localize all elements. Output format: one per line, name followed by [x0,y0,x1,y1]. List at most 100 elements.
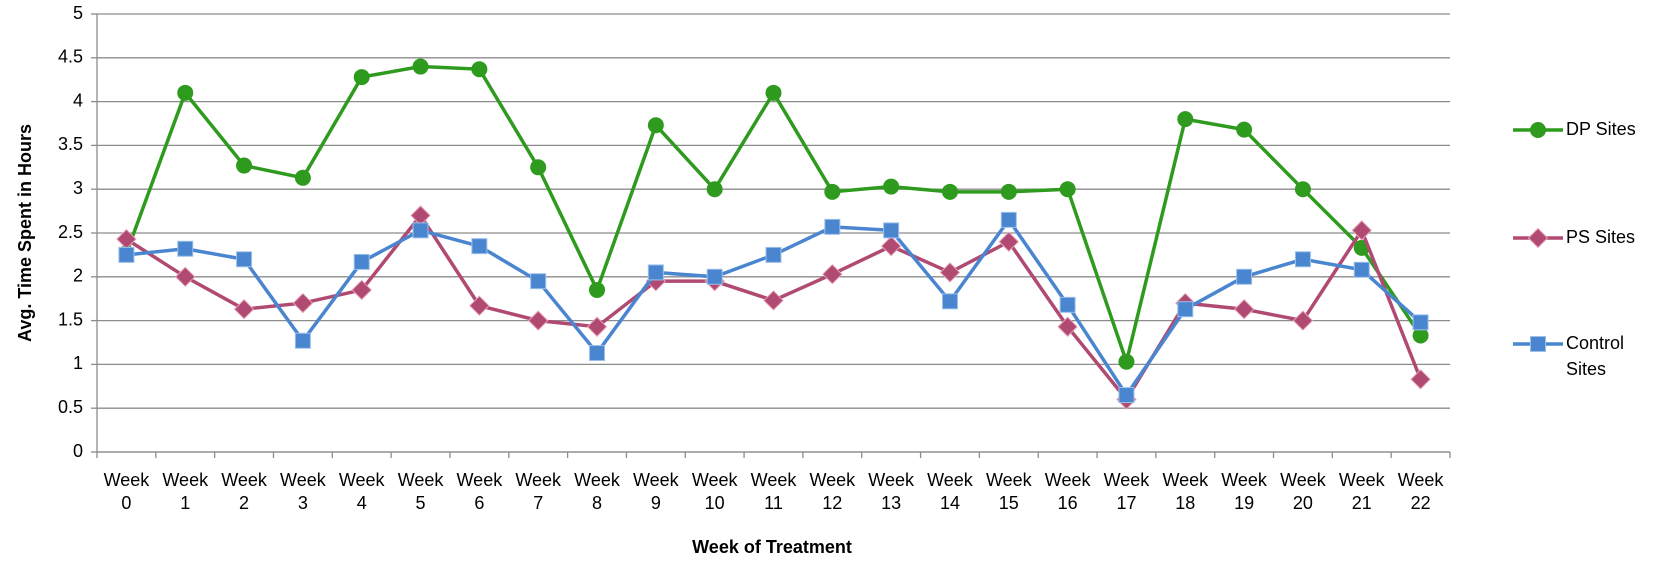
x-tick-label: Week 12 [809,470,856,513]
legend-marker [1530,122,1546,138]
legend-marker [1527,227,1549,249]
data-point [175,266,196,288]
x-tick-label: Week 20 [1280,470,1327,513]
data-point [1059,296,1076,313]
data-point [471,61,488,78]
y-tick-label: 3.5 [58,134,83,154]
y-tick-label: 2.5 [58,222,83,242]
data-point [763,290,784,311]
data-point [998,231,1020,252]
x-tick-label: Week 21 [1339,470,1386,513]
data-point [236,251,253,268]
x-tick-label: Week 18 [1162,470,1209,513]
x-tick-label: Week 8 [574,470,621,513]
x-tick-label: Week 1 [162,470,209,513]
data-point [353,253,370,270]
x-tick-label: Week 17 [1104,470,1151,513]
y-axis-title: Avg. Time Spent in Hours [15,124,35,342]
data-point [883,222,900,239]
data-point [292,292,314,314]
data-point [1351,220,1372,241]
x-tick-label: Week 22 [1398,470,1445,513]
data-point [647,264,664,281]
x-tick-label: Week 10 [692,470,739,513]
data-point [941,183,958,200]
x-tick-label: Week 7 [515,470,562,513]
data-point [765,246,782,263]
x-tick-label: Week 19 [1221,470,1268,513]
data-point [1000,211,1017,228]
data-point [294,169,311,186]
y-tick-label: 4 [73,90,83,110]
data-point [706,268,723,285]
data-point [1353,261,1370,278]
x-tick-label: Week 14 [927,470,974,513]
data-point [177,84,194,101]
data-point [1236,268,1253,285]
legend-label: DP Sites [1566,119,1636,139]
data-point [1412,327,1429,344]
legend-marker [1530,336,1546,352]
x-tick-label: Week 2 [221,470,268,513]
y-tick-label: 1 [73,353,83,373]
y-tick-label: 4.5 [58,47,83,67]
y-tick-label: 3 [73,178,83,198]
data-point [1294,251,1311,268]
y-tick-label: 5 [73,3,83,23]
data-point [530,273,547,290]
data-point [527,310,549,331]
y-tick-label: 2 [73,266,83,286]
data-point [236,157,253,174]
legend-label: Control Sites [1566,333,1624,379]
data-point [351,279,372,301]
x-tick-label: Week 6 [457,470,504,513]
x-tick-label: Week 0 [104,470,151,513]
data-point [353,69,370,86]
data-point [1412,314,1429,331]
data-point [233,299,255,320]
x-tick-label: Week 13 [868,470,915,513]
data-point [822,263,843,285]
data-point [1177,111,1194,128]
data-point [1292,310,1314,331]
data-point [1177,301,1194,318]
data-point [177,240,194,257]
data-point [1233,299,1255,320]
data-point [1294,181,1311,198]
data-point [412,58,429,75]
data-point [586,316,608,337]
x-tick-label: Week 11 [751,470,798,513]
data-point [294,332,311,349]
data-point [469,295,490,316]
data-point [1410,369,1431,390]
data-point [1059,181,1076,198]
data-point [765,84,782,101]
data-point [1118,353,1135,370]
data-point [412,222,429,239]
x-tick-label: Week 15 [986,470,1033,513]
x-tick-label: Week 9 [633,470,680,513]
x-tick-label: Week 16 [1045,470,1092,513]
legend-label: PS Sites [1566,227,1635,247]
x-tick-label: Week 3 [280,470,327,513]
data-point [471,238,488,255]
data-point [118,246,135,263]
data-point [941,293,958,310]
data-point [880,235,902,257]
y-tick-label: 1.5 [58,309,83,329]
data-point [939,262,961,283]
x-tick-label: Week 5 [398,470,445,513]
data-point [1000,183,1017,200]
x-axis-title: Week of Treatment [692,537,852,557]
x-tick-label: Week 4 [339,470,386,513]
y-tick-label: 0 [73,441,83,461]
data-point [1236,121,1253,138]
data-point [1057,316,1078,337]
data-point [589,345,606,362]
data-point [883,178,900,195]
data-point [647,117,664,134]
data-point [530,159,547,176]
data-point [824,218,841,235]
data-point [824,183,841,200]
